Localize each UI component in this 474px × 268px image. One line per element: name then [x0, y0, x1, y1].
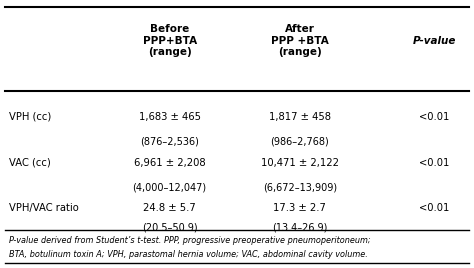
Text: After
PPP +BTA
(range): After PPP +BTA (range) — [271, 24, 328, 57]
Text: 1,817 ± 458: 1,817 ± 458 — [269, 112, 331, 122]
Text: (986–2,768): (986–2,768) — [270, 137, 329, 147]
Text: (876–2,536): (876–2,536) — [140, 137, 199, 147]
Text: 6,961 ± 2,208: 6,961 ± 2,208 — [134, 158, 205, 168]
Text: BTA, botulinum toxin A; VPH, parastomal hernia volume; VAC, abdominal cavity vol: BTA, botulinum toxin A; VPH, parastomal … — [9, 250, 368, 259]
Text: (13.4–26.9): (13.4–26.9) — [272, 222, 328, 232]
Text: VPH/VAC ratio: VPH/VAC ratio — [9, 203, 79, 213]
Text: P-value: P-value — [413, 36, 456, 46]
Text: VAC (cc): VAC (cc) — [9, 158, 51, 168]
Text: 1,683 ± 465: 1,683 ± 465 — [138, 112, 201, 122]
Text: VPH (cc): VPH (cc) — [9, 112, 52, 122]
Text: 17.3 ± 2.7: 17.3 ± 2.7 — [273, 203, 326, 213]
Text: <0.01: <0.01 — [419, 203, 450, 213]
Text: (4,000–12,047): (4,000–12,047) — [133, 183, 207, 193]
Text: (6,672–13,909): (6,672–13,909) — [263, 183, 337, 193]
Text: 24.8 ± 5.7: 24.8 ± 5.7 — [143, 203, 196, 213]
Text: (20.5–50.9): (20.5–50.9) — [142, 222, 198, 232]
Text: <0.01: <0.01 — [419, 112, 450, 122]
Text: <0.01: <0.01 — [419, 158, 450, 168]
Text: P-value derived from Student’s t-test. PPP, progressive preoperative pneumoperit: P-value derived from Student’s t-test. P… — [9, 236, 371, 245]
Text: 10,471 ± 2,122: 10,471 ± 2,122 — [261, 158, 339, 168]
Text: Before
PPP+BTA
(range): Before PPP+BTA (range) — [143, 24, 197, 57]
